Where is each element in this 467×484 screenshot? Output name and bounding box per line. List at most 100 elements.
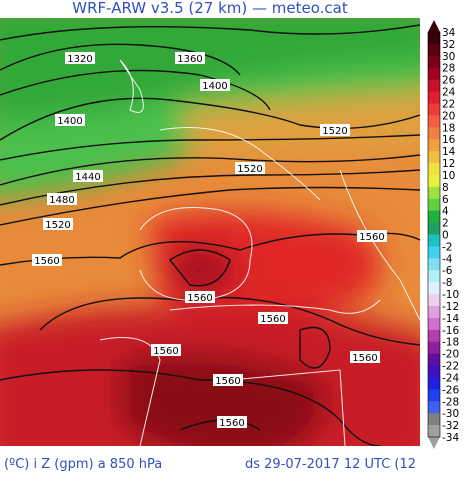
colorbar-band	[428, 401, 440, 414]
colorbar-band	[428, 246, 440, 259]
colorbar-label: -14	[442, 313, 459, 325]
contour-label: 1560	[153, 346, 178, 357]
contour-label: 1440	[75, 172, 100, 183]
colorbar-label: 4	[442, 206, 449, 218]
contour-label-bg	[200, 79, 230, 91]
contour-label-bg	[32, 254, 62, 266]
colorbar-label: -12	[442, 301, 459, 313]
contour-label: 1400	[57, 116, 82, 127]
colorbar-band	[428, 79, 440, 93]
contour-label: 1320	[67, 54, 92, 65]
contour-label: 1560	[359, 232, 384, 243]
colorbar-label: 18	[442, 122, 455, 134]
contour-label-bg	[151, 344, 181, 356]
contour-label-bg	[258, 312, 288, 324]
colorbar-band	[428, 329, 440, 343]
colorbar-band	[428, 222, 440, 235]
contour-labels: 1320 1360 1400 1400 1520 1520 1440 1480 1520 1560…	[32, 52, 387, 429]
contour-label: 1560	[219, 418, 244, 429]
colorbar-label: -28	[442, 396, 459, 408]
colorbar-label: 28	[442, 63, 455, 75]
colorbar-label: 6	[442, 194, 449, 206]
contour-label-bg	[185, 291, 215, 303]
contour-label: 1520	[237, 164, 262, 175]
contour-label-bg	[65, 52, 95, 64]
colorbar-frame	[427, 31, 441, 438]
colorbar-label: -20	[442, 349, 459, 361]
contour-label: 1400	[202, 81, 227, 92]
colorbar-band	[428, 32, 440, 45]
contour-label-bg	[55, 114, 85, 126]
colorbar-band	[428, 425, 440, 438]
colorbar-label: -30	[442, 408, 459, 420]
colorbar-label: 2	[442, 218, 449, 230]
footer-right: ds 29-07-2017 12 UTC (12	[245, 457, 416, 472]
colorbar-label: 22	[442, 98, 455, 110]
contour-label-bg	[213, 374, 243, 386]
colorbar: 3432302826242220181614121086420-2-4-6-8-…	[427, 20, 459, 449]
colorbar-band	[428, 210, 440, 224]
colorbar-label: -16	[442, 325, 459, 337]
contour-label: 1560	[352, 353, 377, 364]
colorbar-band	[428, 127, 440, 140]
contour-label-bg	[235, 162, 265, 174]
contour-label: 1560	[260, 314, 285, 325]
coastlines	[99, 59, 420, 446]
colorbar-label: 8	[442, 182, 449, 194]
colorbar-label: -2	[442, 241, 452, 253]
colorbar-band	[428, 186, 440, 200]
colorbar-label: -8	[442, 277, 452, 289]
colorbar-cap	[428, 20, 440, 32]
colorbar-label: 32	[442, 39, 455, 51]
colorbar-label: 20	[442, 110, 455, 122]
colorbar-band	[428, 174, 440, 188]
colorbar-label: -32	[442, 420, 459, 432]
colorbar-label: -18	[442, 337, 459, 349]
colorbar-band	[428, 317, 440, 331]
title: WRF-ARW v3.5 (27 km) — meteo.cat	[72, 0, 348, 17]
contour-label: 1520	[322, 126, 347, 137]
colorbar-label: 0	[442, 230, 449, 242]
colorbar-label: -10	[442, 289, 459, 301]
colorbar-label: 24	[442, 87, 456, 99]
colorbar-band	[428, 151, 440, 164]
colorbar-band	[428, 234, 440, 247]
contour-label-bg	[320, 124, 350, 136]
contour-label-bg	[47, 193, 77, 205]
colorbar-band	[428, 413, 440, 426]
contour-label-bg	[217, 416, 247, 428]
contour-label-bg	[357, 230, 387, 242]
colorbar-band	[428, 91, 440, 104]
colorbar-band	[428, 270, 440, 283]
contour-label: 1560	[187, 293, 212, 304]
colorbar-band	[428, 389, 440, 402]
colorbar-cap	[428, 437, 440, 449]
colorbar-label: -26	[442, 384, 459, 396]
contour-label: 1560	[34, 256, 59, 267]
colorbar-band	[428, 43, 440, 57]
colorbar-label: 26	[442, 75, 456, 87]
footer-left: (ºC) i Z (gpm) a 850 hPa	[4, 457, 162, 472]
colorbar-band	[428, 139, 440, 152]
colorbar-band	[428, 294, 440, 307]
contour-label: 1480	[49, 195, 74, 206]
colorbar-label: 10	[442, 170, 455, 182]
colorbar-band	[428, 341, 440, 355]
contour-label: 1520	[45, 220, 70, 231]
colorbar-band	[428, 55, 440, 69]
contour-label-bg	[350, 351, 380, 363]
colorbar-label: -6	[442, 265, 453, 277]
colorbar-label: 12	[442, 158, 455, 170]
colorbar-band	[428, 282, 440, 295]
colorbar-band	[428, 198, 440, 212]
colorbar-label: -34	[442, 432, 459, 444]
colorbar-band	[428, 305, 440, 319]
contour-label: 1560	[215, 376, 240, 387]
colorbar-band	[428, 258, 440, 271]
colorbar-label: 34	[442, 27, 456, 39]
colorbar-band	[428, 103, 440, 116]
colorbar-band	[428, 67, 440, 81]
colorbar-band	[428, 115, 440, 128]
colorbar-label: -24	[442, 372, 459, 384]
